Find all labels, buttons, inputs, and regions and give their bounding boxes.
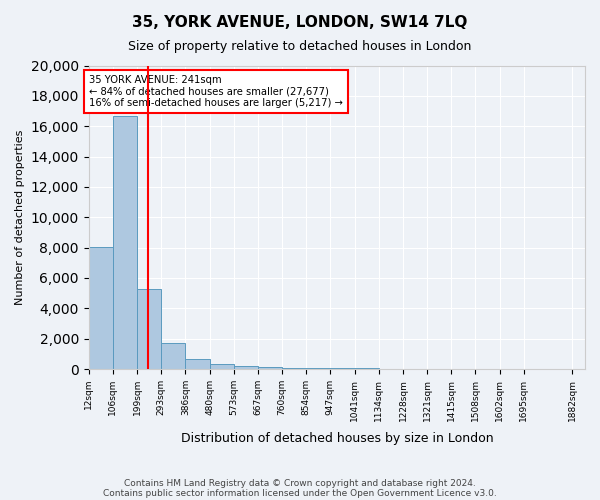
Text: Size of property relative to detached houses in London: Size of property relative to detached ho… — [128, 40, 472, 53]
Text: 35 YORK AVENUE: 241sqm
← 84% of detached houses are smaller (27,677)
16% of semi: 35 YORK AVENUE: 241sqm ← 84% of detached… — [89, 74, 343, 108]
Bar — [258, 367, 282, 369]
Bar — [113, 116, 137, 369]
Bar — [331, 368, 355, 369]
Bar — [233, 366, 258, 369]
Bar — [137, 288, 161, 369]
X-axis label: Distribution of detached houses by size in London: Distribution of detached houses by size … — [181, 432, 493, 445]
Bar — [355, 368, 379, 369]
Bar — [161, 343, 185, 369]
Bar — [209, 364, 233, 369]
Text: Contains public sector information licensed under the Open Government Licence v3: Contains public sector information licen… — [103, 488, 497, 498]
Text: 35, YORK AVENUE, LONDON, SW14 7LQ: 35, YORK AVENUE, LONDON, SW14 7LQ — [133, 15, 467, 30]
Bar — [307, 368, 331, 369]
Text: Contains HM Land Registry data © Crown copyright and database right 2024.: Contains HM Land Registry data © Crown c… — [124, 478, 476, 488]
Bar — [89, 247, 113, 369]
Bar — [282, 368, 307, 369]
Y-axis label: Number of detached properties: Number of detached properties — [15, 130, 25, 305]
Bar — [185, 359, 209, 369]
Bar — [379, 368, 403, 369]
